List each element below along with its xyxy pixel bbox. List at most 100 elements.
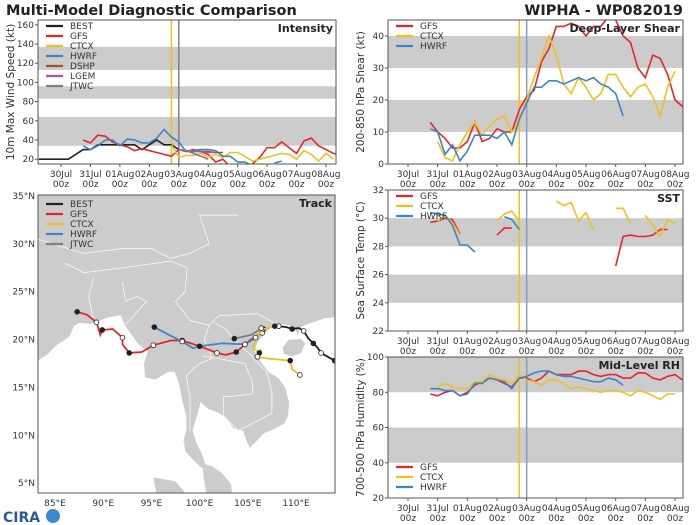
track-line [76, 310, 263, 356]
x-tick-label: 31Jul [427, 504, 449, 514]
x-tick-label: 00z [200, 180, 216, 190]
y-tick-label: 80 [23, 98, 35, 108]
country-border [122, 282, 148, 326]
x-tick-label: 08Aug [660, 504, 689, 514]
x-tick-label: 02Aug [135, 170, 164, 180]
shaded-band [388, 357, 683, 393]
y-tick-label: 0 [378, 160, 384, 170]
legend-item-hwrf: HWRF [396, 42, 447, 52]
legend-item-hwrf: HWRF [396, 212, 447, 222]
x-tick-label: 01Aug [453, 170, 482, 180]
legend-item-jtwc: JTWC [46, 240, 93, 250]
legend-label: CTCX [70, 220, 94, 230]
track-marker [99, 327, 106, 333]
track-marker [119, 334, 126, 341]
plot-frame [37, 19, 337, 165]
x-tick-label: 00z [489, 514, 505, 524]
legend-item-hwrf: HWRF [396, 483, 447, 493]
x-tick-label: 00z [548, 514, 564, 524]
track-marker [93, 319, 100, 326]
x-tick-label: 03Aug [164, 170, 193, 180]
x-tick-label: 04Aug [542, 170, 571, 180]
x-tick-label: 30Jul [397, 170, 419, 180]
x-tick-label: 00z [171, 180, 187, 190]
track-marker [214, 350, 220, 356]
series-line-ctcx [437, 200, 676, 239]
track-gfs [74, 308, 266, 356]
x-tick-label: 03Aug [512, 504, 541, 514]
lon-tick-label: 85°E [44, 499, 66, 509]
y-tick-label: 20 [373, 494, 385, 504]
x-tick-label: 00z [459, 347, 475, 357]
legend-label: HWRF [420, 42, 447, 52]
shaded-band [388, 427, 683, 463]
panel-label: Deep-Layer Shear [569, 22, 680, 35]
x-tick-label: 06Aug [253, 170, 282, 180]
y-tick-label: 120 [17, 59, 34, 69]
legend-item-ctcx: CTCX [46, 42, 94, 52]
y-tick-label: 100 [17, 78, 34, 88]
track-marker [196, 343, 203, 350]
y-tick-label: 30 [373, 214, 385, 224]
legend-label: GFS [70, 210, 88, 220]
legend-item-hwrf: HWRF [46, 230, 97, 240]
y-tick-label: 20 [23, 155, 35, 165]
shear-panel: 01020304030Jul00z31Jul00z01Aug00z02Aug00… [355, 19, 690, 190]
legend-item-gfs: GFS [396, 22, 438, 32]
track-panel: 5°N 10°N 15°N 20°N 25°N 30°N 35°N 85°E 90°E 95°E 1… [12, 192, 336, 509]
x-tick-label: 00z [548, 347, 564, 357]
x-tick-label: 06Aug [601, 337, 630, 347]
x-tick-label: 04Aug [542, 504, 571, 514]
series-line-gfs [430, 217, 668, 267]
x-tick-label: 02Aug [482, 337, 511, 347]
x-tick-label: 02Aug [482, 504, 511, 514]
x-tick-label: 00z [430, 347, 446, 357]
lon-tick-label: 105°E [234, 499, 262, 509]
track-marker [310, 340, 317, 347]
lon-tick-label: 110°E [282, 499, 310, 509]
series-line-best [38, 139, 180, 160]
legend-label: GFS [70, 32, 88, 42]
x-tick-label: 03Aug [512, 337, 541, 347]
x-tick-label: 00z [548, 180, 564, 190]
legend-item-ctcx: CTCX [396, 32, 444, 42]
y-tick-label: 20 [373, 96, 385, 106]
x-tick-label: 31Jul [427, 170, 449, 180]
x-tick-label: 00z [259, 180, 275, 190]
x-tick-label: 00z [667, 347, 683, 357]
series-group [430, 200, 676, 267]
x-tick-label: 00z [578, 347, 594, 357]
y-tick-label: 60 [373, 424, 385, 434]
y-axis-label: Sea Surface Temp (°C) [355, 201, 367, 319]
country-border [185, 325, 213, 431]
lat-tick-label: 20°N [12, 336, 35, 346]
lat-tick-label: 25°N [12, 288, 35, 298]
x-tick-label: 07Aug [631, 170, 660, 180]
x-tick-label: 03Aug [512, 170, 541, 180]
lat-tick-label: 30°N [12, 240, 35, 250]
x-tick-label: 05Aug [571, 170, 600, 180]
country-border [201, 322, 273, 431]
x-tick-label: 08Aug [311, 170, 340, 180]
series-line-gfs [429, 20, 683, 149]
track-marker [126, 350, 133, 356]
lon-tick-label: 100°E [186, 499, 214, 509]
series-line-gfs [82, 134, 336, 164]
shaded-band [38, 46, 336, 70]
series-group [38, 128, 336, 164]
x-tick-label: 00z [230, 180, 246, 190]
y-tick-label: 60 [23, 117, 35, 127]
x-tick-label: 00z [400, 347, 416, 357]
x-tick-label: 30Jul [397, 337, 419, 347]
legend-label: BEST [70, 200, 94, 210]
series-line-hwrf [430, 370, 624, 397]
x-tick-label: 04Aug [542, 337, 571, 347]
y-tick-label: 100 [367, 353, 384, 363]
logo-globe-icon [46, 509, 60, 523]
legend-label: HWRF [70, 52, 97, 62]
x-tick-label: 00z [82, 180, 98, 190]
legend-label: GFS [420, 463, 438, 473]
shaded-band [38, 86, 336, 99]
x-tick-label: 00z [519, 514, 535, 524]
legend-label: BEST [70, 22, 94, 32]
